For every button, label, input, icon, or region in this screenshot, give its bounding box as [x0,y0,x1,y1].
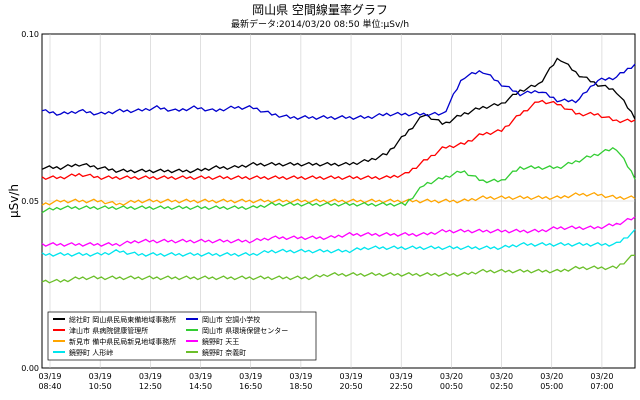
y-axis-label: μSv/h [7,184,21,218]
x-tick-time: 00:50 [440,382,463,391]
x-tick-time: 22:50 [390,382,413,391]
legend-label: 津山市 県病院健康管理所 [69,326,148,335]
chart-subtitle: 最新データ:2014/03/20 08:50 単位:μSv/h [231,18,409,30]
x-tick-time: 08:40 [38,382,61,391]
x-tick-date: 03/19 [38,372,61,381]
x-tick-date: 03/19 [239,372,262,381]
x-tick-time: 12:50 [139,382,162,391]
series-line [41,191,636,206]
x-tick-date: 03/19 [89,372,112,381]
x-tick-date: 03/20 [490,372,513,381]
x-tick-time: 18:50 [289,382,312,391]
x-tick-time: 20:50 [340,382,363,391]
legend-label: 鏡野町 人形峠 [69,348,113,357]
x-tick-time: 10:50 [89,382,112,391]
series-line [41,99,636,181]
series-line [41,63,636,120]
legend-label: 総社町 岡山県民局東備地域事務所 [69,315,176,324]
series-line [41,254,636,284]
series-layer [41,57,636,284]
x-tick-date: 03/20 [590,372,613,381]
x-tick-date: 03/19 [390,372,413,381]
series-line [41,228,636,257]
x-tick-time: 05:00 [540,382,563,391]
chart-title: 岡山県 空間線量率グラフ [252,2,388,17]
x-tick-date: 03/20 [540,372,563,381]
legend-label: 鏡野町 奈義町 [202,348,246,357]
legend-label: 鏡野町 天王 [202,337,239,346]
x-tick-date: 03/19 [139,372,162,381]
x-tick-date: 03/19 [189,372,212,381]
legend-label: 新見市 備中県民局新見地域事務所 [69,337,176,346]
x-axis-ticks: 03/1908:4003/1910:5003/1912:5003/1914:50… [38,372,613,391]
x-tick-date: 03/19 [340,372,363,381]
series-line [41,146,636,214]
legend-label: 岡山市 県環境保健センター [202,326,288,335]
x-tick-date: 03/20 [440,372,463,381]
legend-label: 岡山市 空調小学校 [202,315,260,324]
legend-box [47,311,317,361]
x-tick-time: 16:50 [239,382,262,391]
y-axis-ticks: 0.00 0.05 0.10 [21,30,39,373]
y-tick-label: 0.00 [21,364,39,373]
x-tick-time: 14:50 [189,382,212,391]
y-tick-label: 0.05 [21,197,39,206]
x-tick-time: 02:50 [490,382,513,391]
series-line [41,57,636,174]
x-tick-time: 07:00 [590,382,613,391]
x-tick-date: 03/19 [289,372,312,381]
y-tick-label: 0.10 [21,30,39,39]
series-line [41,216,636,247]
